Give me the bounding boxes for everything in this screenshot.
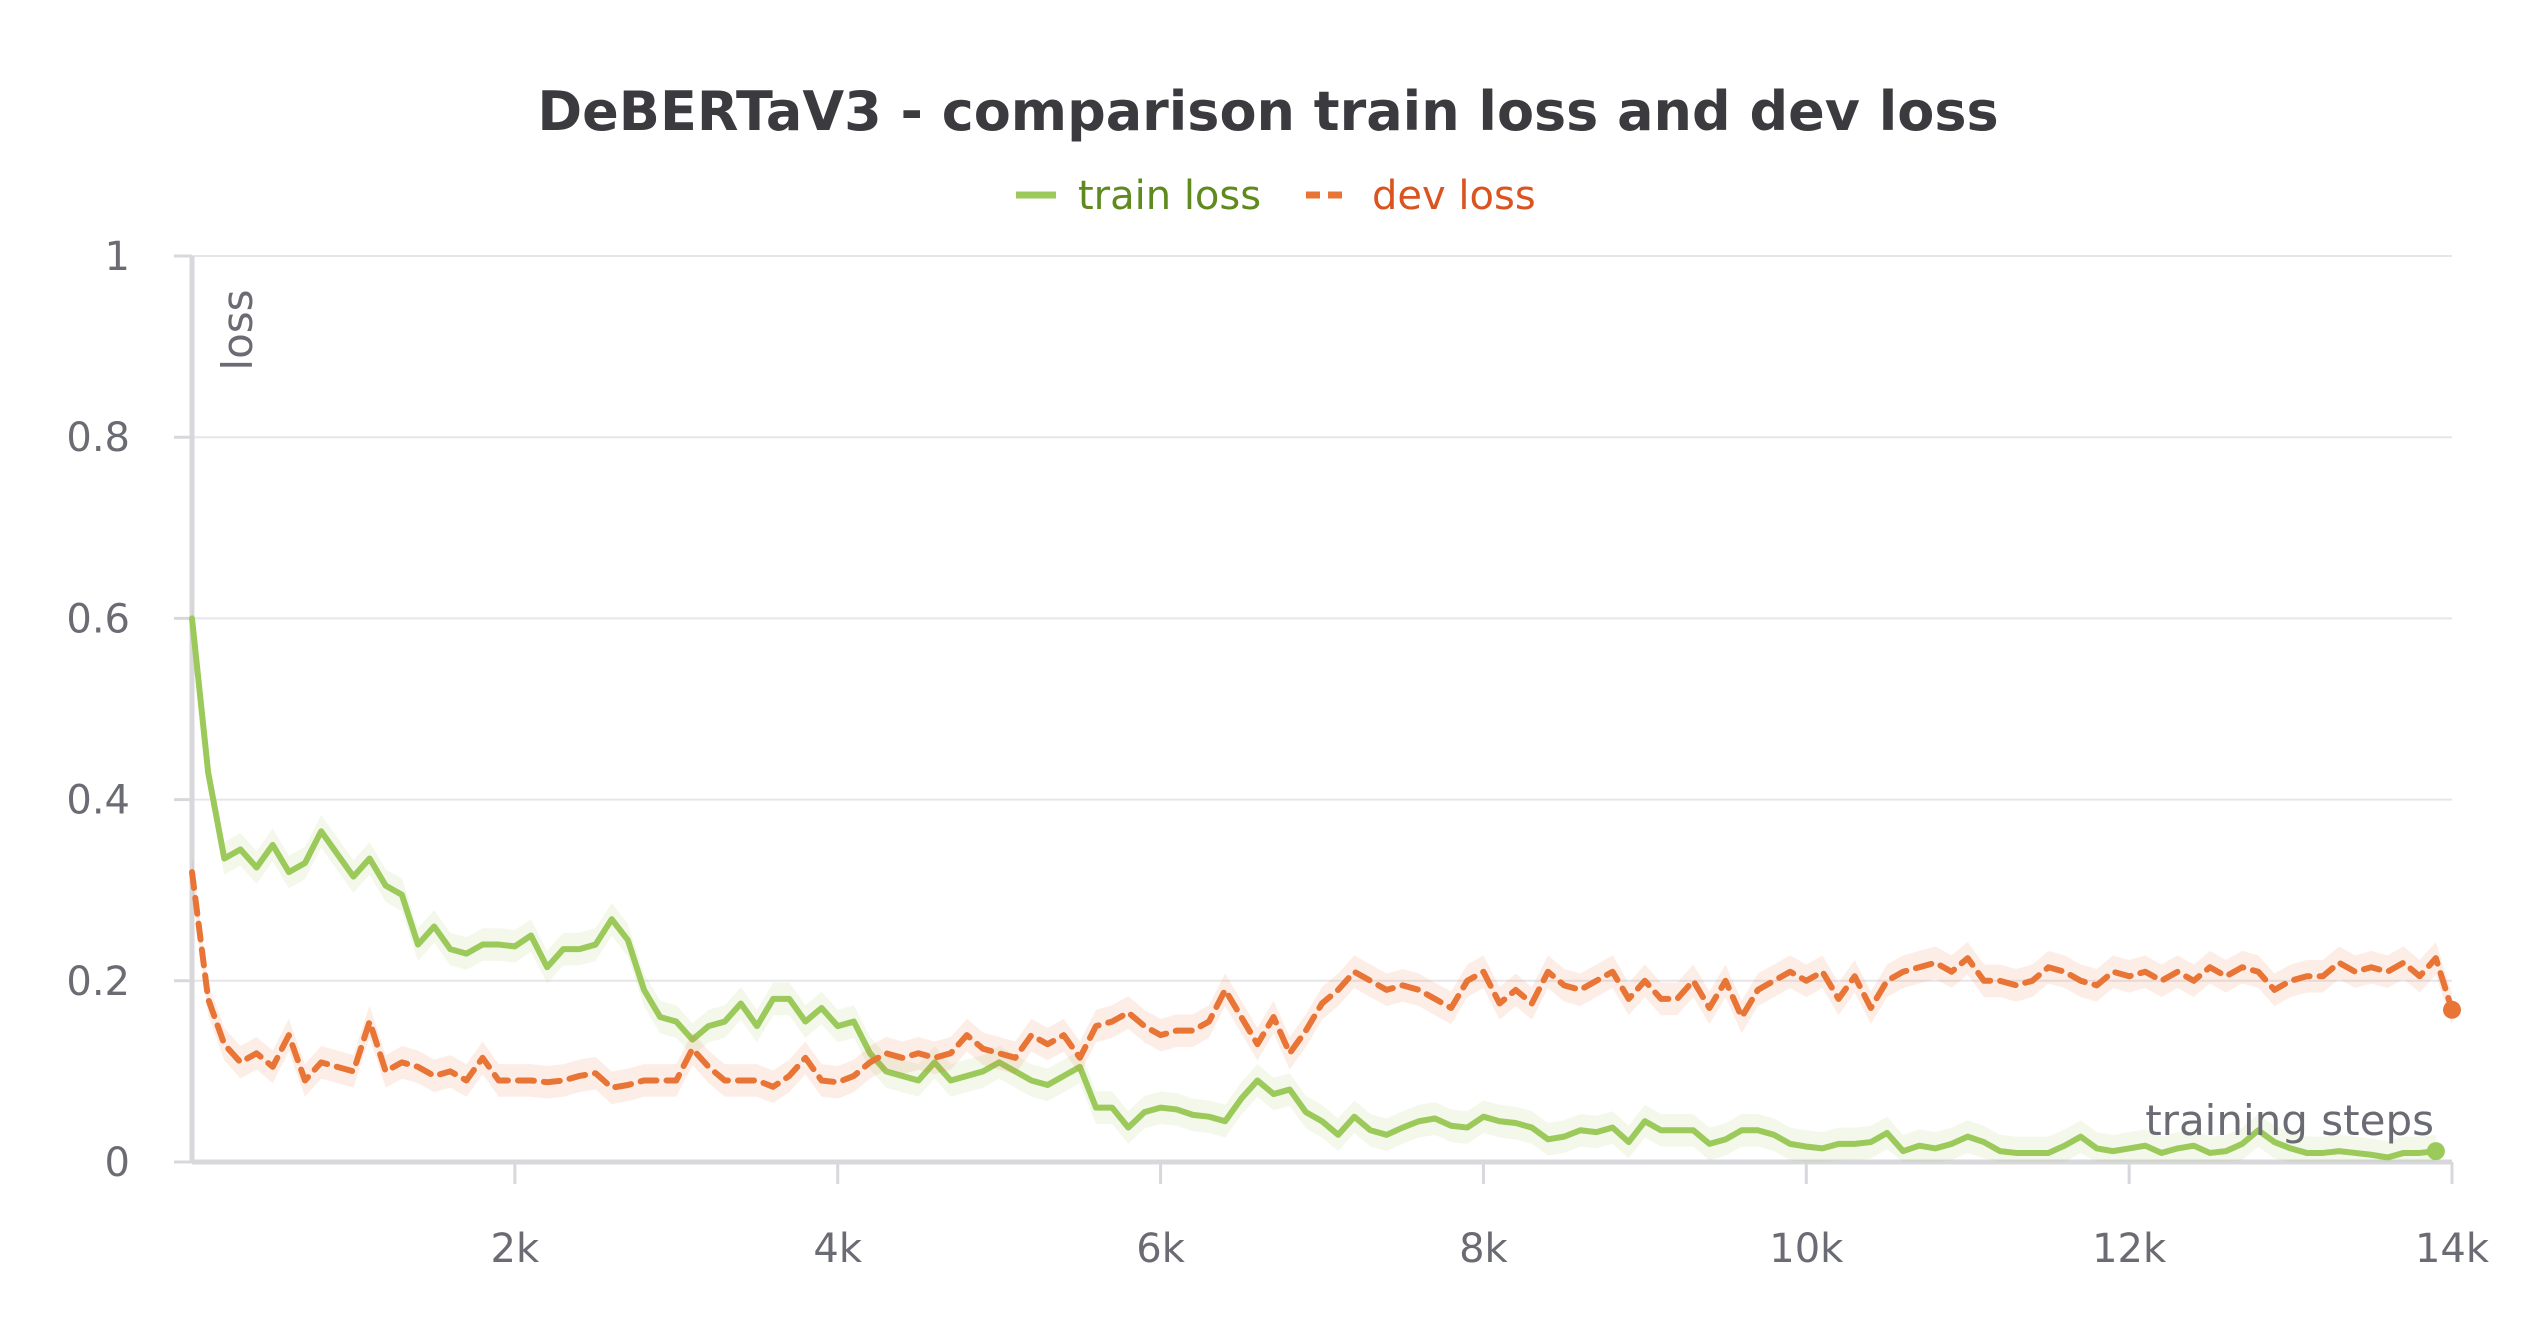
- grid-layer: [192, 255, 2452, 982]
- y-tick-label-2: 0.4: [66, 778, 130, 824]
- x-tick-label-6: 14k: [2415, 1226, 2490, 1272]
- legend-item-dev-loss[interactable]: dev loss: [1306, 173, 1536, 219]
- x-tick-label-0: 2k: [491, 1226, 540, 1272]
- x-tick-label-1: 4k: [813, 1226, 862, 1272]
- y-tick-label-1: 0.2: [66, 959, 130, 1005]
- chart-title: DeBERTaV3 - comparison train loss and de…: [537, 80, 1998, 143]
- legend-item-train-loss[interactable]: train loss: [1016, 173, 1261, 219]
- x-tick-label-5: 12k: [2092, 1226, 2167, 1272]
- x-tick-layer: 2k 4k 6k 8k 10k 12k 14k: [491, 1162, 2490, 1272]
- x-tick-label-2: 6k: [1136, 1226, 1185, 1272]
- axis-layer: [189, 256, 2452, 1165]
- series-line-dev-loss[interactable]: [189, 869, 2455, 1091]
- x-tick-label-3: 8k: [1459, 1226, 1508, 1272]
- x-tick-label-4: 10k: [1769, 1226, 1844, 1272]
- legend-label-dev-loss: dev loss: [1372, 173, 1536, 219]
- series-layer: [189, 602, 2461, 1162]
- series-dev-loss: [189, 855, 2461, 1105]
- legend: train loss dev loss: [1016, 173, 1536, 219]
- x-axis-title: training steps: [2145, 1096, 2434, 1145]
- series-line-train-loss[interactable]: [189, 615, 2439, 1161]
- series-end-point-dev-loss[interactable]: [2443, 1000, 2461, 1019]
- y-tick-layer: 0 0.2 0.4 0.6 0.8 1: [66, 234, 192, 1186]
- y-tick-label-0: 0: [105, 1140, 130, 1186]
- legend-label-train-loss: train loss: [1078, 173, 1261, 219]
- y-tick-label-5: 1: [105, 234, 130, 280]
- series-end-point-train-loss[interactable]: [2426, 1142, 2445, 1161]
- y-tick-label-3: 0.6: [66, 596, 130, 642]
- y-axis-title: loss: [213, 289, 262, 370]
- series-train-loss: [189, 602, 2445, 1162]
- y-tick-label-4: 0.8: [66, 415, 130, 461]
